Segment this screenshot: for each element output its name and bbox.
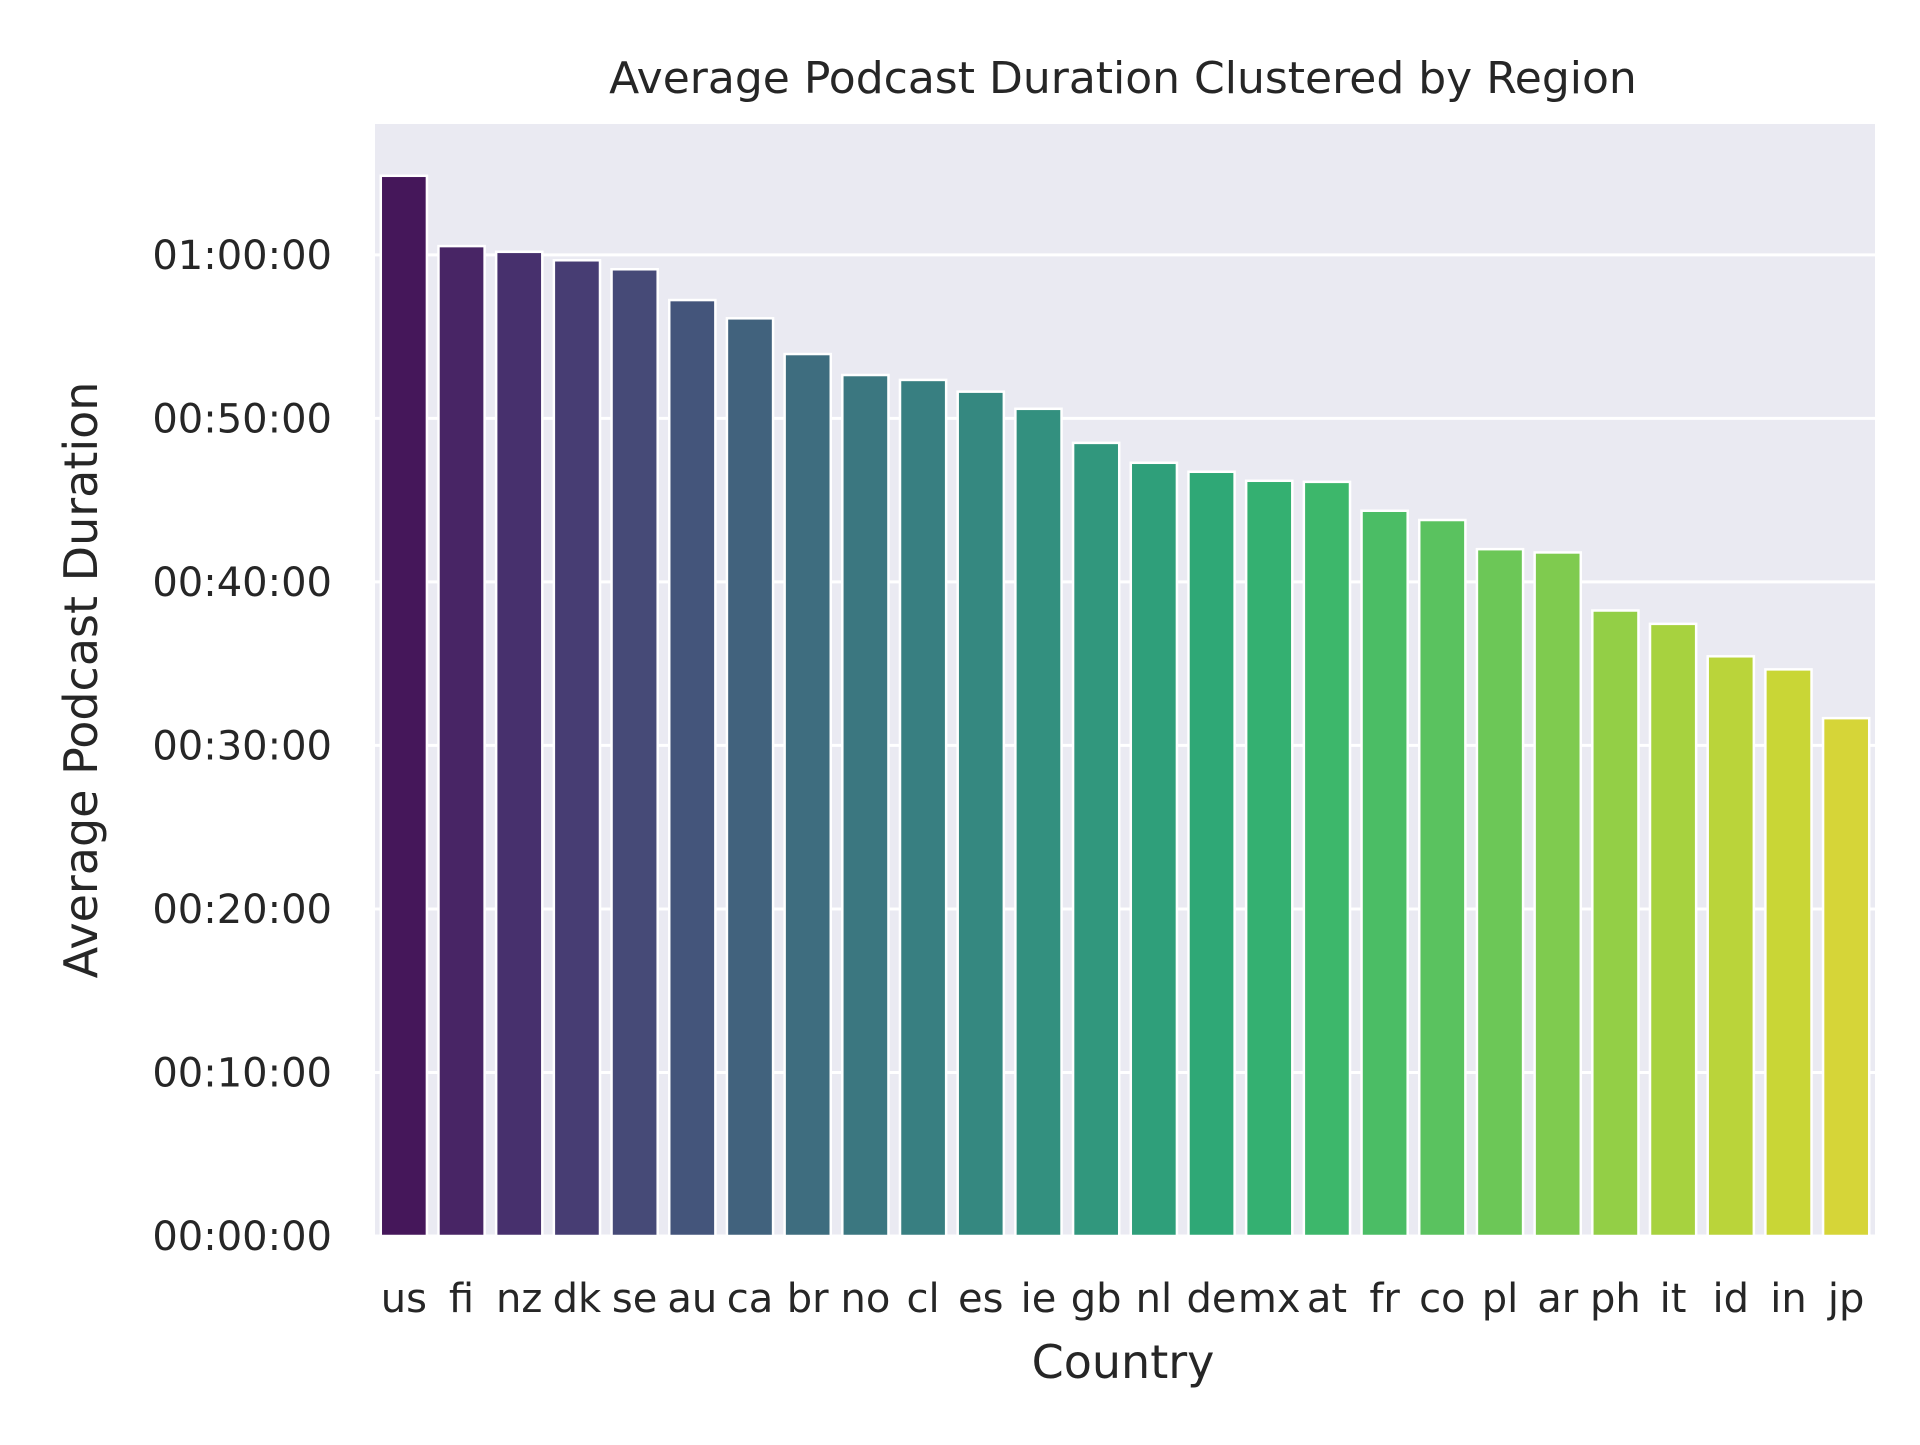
bar-ie xyxy=(1014,407,1063,1238)
x-tick-label: nl xyxy=(1136,1276,1172,1322)
bar-no xyxy=(841,373,890,1238)
x-tick-label: au xyxy=(667,1276,717,1322)
bar-cl xyxy=(898,378,948,1238)
x-tick-label: es xyxy=(958,1276,1003,1322)
y-tick-label: 00:20:00 xyxy=(152,887,332,933)
chart-title: Average Podcast Duration Clustered by Re… xyxy=(609,53,1637,104)
y-tick-label: 00:00:00 xyxy=(152,1214,332,1260)
x-tick-label: at xyxy=(1307,1276,1347,1322)
bar-ar xyxy=(1533,551,1583,1238)
bar-se xyxy=(610,268,659,1238)
bar-es xyxy=(956,390,1006,1238)
bar-co xyxy=(1417,518,1467,1238)
bar-br xyxy=(783,352,833,1238)
x-tick-label: nz xyxy=(496,1276,542,1322)
x-tick-label: id xyxy=(1713,1276,1750,1322)
x-tick-label: ie xyxy=(1021,1276,1057,1322)
x-tick-label: ph xyxy=(1590,1276,1641,1322)
x-tick-label: co xyxy=(1419,1276,1465,1322)
bar-fi xyxy=(437,244,486,1238)
bar-nz xyxy=(494,250,544,1238)
x-tick-label: ar xyxy=(1537,1276,1579,1322)
x-tick-label: jp xyxy=(1827,1276,1865,1322)
bar-mx xyxy=(1244,479,1294,1238)
bar-jp xyxy=(1821,716,1871,1238)
x-tick-label: it xyxy=(1660,1276,1687,1322)
x-tick-label: se xyxy=(612,1276,657,1322)
x-tick-label: dk xyxy=(553,1276,602,1322)
x-tick-label: in xyxy=(1770,1276,1806,1322)
x-tick-label: pl xyxy=(1482,1276,1519,1322)
bar-gb xyxy=(1071,441,1121,1238)
x-tick-labels: us fi nz dk se au ca br no cl es ie gb nl de mx at fr co pl… xyxy=(381,1276,1865,1322)
bar-in xyxy=(1764,668,1813,1238)
y-axis-label: Average Podcast Duration xyxy=(54,382,108,979)
bar-us xyxy=(379,174,429,1238)
x-tick-label: fr xyxy=(1369,1276,1400,1322)
x-tick-label: de xyxy=(1187,1276,1237,1322)
x-tick-label: us xyxy=(381,1276,427,1322)
bar-dk xyxy=(552,259,602,1238)
x-axis-label: Country xyxy=(1032,1335,1215,1389)
x-tick-label: no xyxy=(840,1276,890,1322)
bar-id xyxy=(1706,655,1756,1238)
x-tick-label: br xyxy=(787,1276,829,1322)
y-tick-label: 00:40:00 xyxy=(152,560,332,606)
bar-ca xyxy=(725,317,775,1238)
bar-at xyxy=(1302,480,1352,1238)
y-tick-label: 00:30:00 xyxy=(152,723,332,769)
x-tick-label: fi xyxy=(449,1276,474,1322)
bars xyxy=(379,174,1871,1238)
y-tick-label: 00:50:00 xyxy=(152,396,332,442)
bar-de xyxy=(1187,470,1236,1238)
bar-fr xyxy=(1360,509,1409,1238)
x-tick-label: gb xyxy=(1071,1276,1122,1322)
y-tick-label: 01:00:00 xyxy=(152,233,332,279)
x-tick-label: mx xyxy=(1238,1276,1301,1322)
bar-it xyxy=(1648,622,1698,1238)
bar-pl xyxy=(1475,547,1525,1238)
x-tick-label: ca xyxy=(727,1276,774,1322)
y-tick-label: 00:10:00 xyxy=(152,1050,332,1096)
y-tick-labels: 00:00:00 00:10:00 00:20:00 00:30:00 00:40:00… xyxy=(152,233,332,1260)
x-tick-label: cl xyxy=(907,1276,940,1322)
bar-au xyxy=(667,298,717,1238)
bar-ph xyxy=(1591,609,1640,1238)
bar-nl xyxy=(1129,461,1179,1238)
